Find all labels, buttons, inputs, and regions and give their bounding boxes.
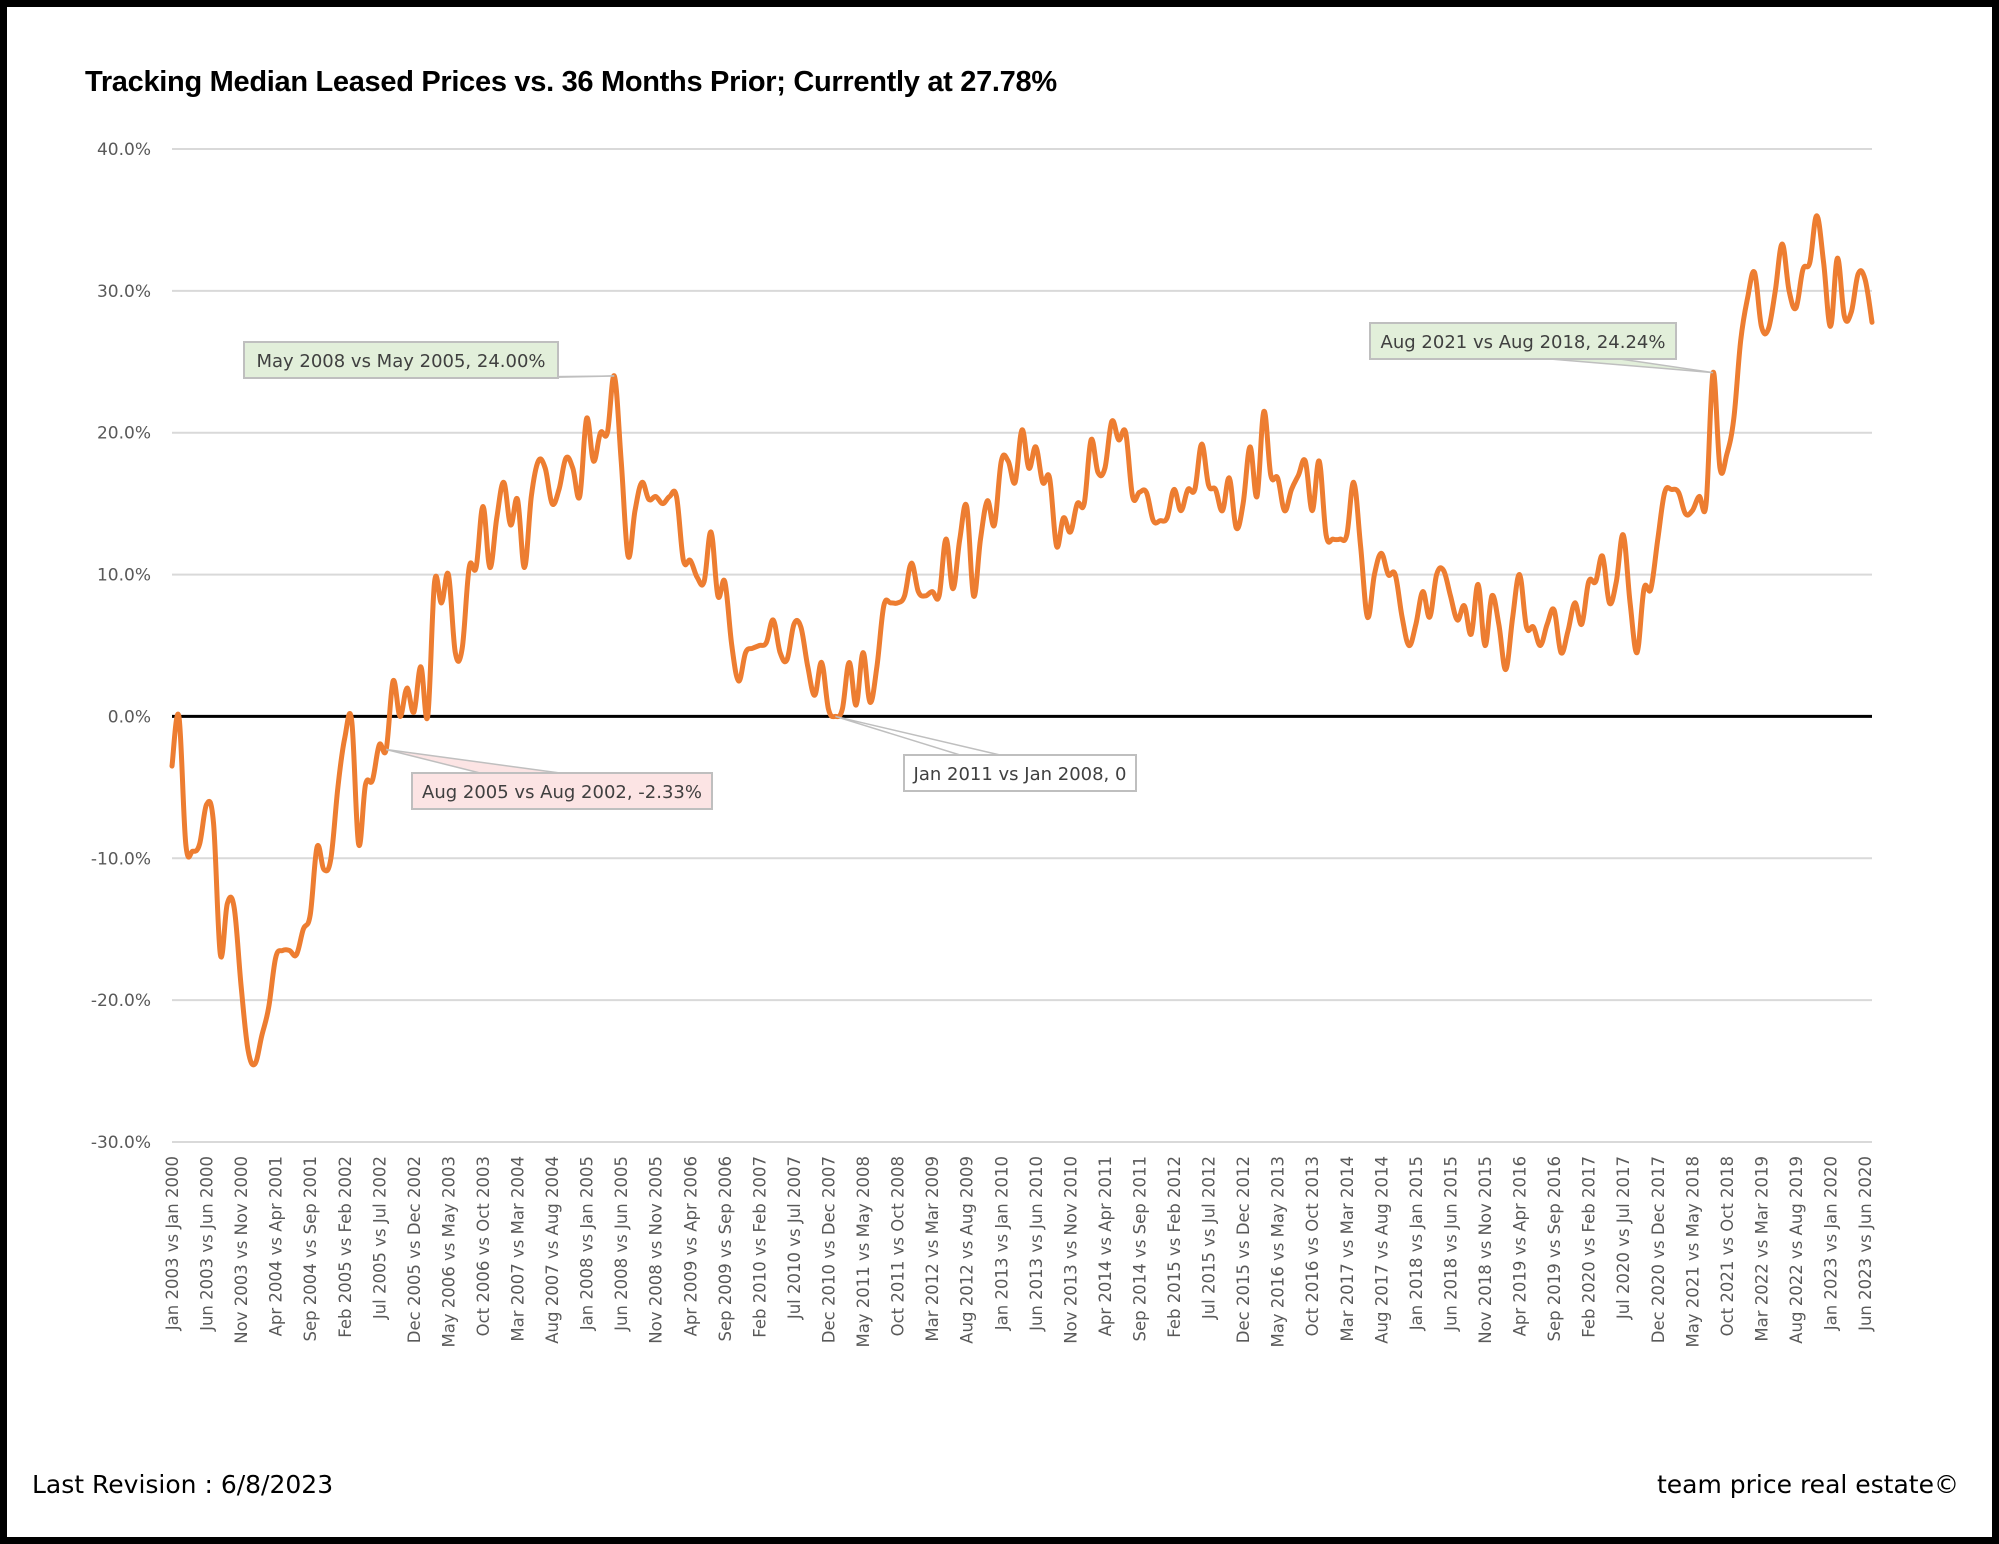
callout-pointer bbox=[835, 715, 1001, 756]
chart-title: Tracking Median Leased Prices vs. 36 Mon… bbox=[85, 66, 1057, 98]
x-tick-label: Jul 2005 vs Jul 2002 bbox=[370, 1156, 389, 1320]
x-tick-label: Mar 2022 vs Mar 2019 bbox=[1752, 1156, 1771, 1342]
x-tick-label: Dec 2010 vs Dec 2007 bbox=[820, 1156, 839, 1343]
x-tick-label: Aug 2012 vs Aug 2009 bbox=[958, 1156, 977, 1344]
x-tick-label: Sep 2019 vs Sep 2016 bbox=[1545, 1156, 1564, 1342]
callout-box bbox=[411, 772, 713, 810]
x-tick-label: Jul 2015 vs Jul 2012 bbox=[1200, 1156, 1219, 1320]
y-tick-label: 0.0% bbox=[108, 707, 151, 727]
annotation-callout: Jan 2011 vs Jan 2008, 0 bbox=[835, 715, 1137, 792]
x-tick-label: Jun 2013 vs Jun 2010 bbox=[1027, 1156, 1046, 1332]
x-tick-label: Mar 2017 vs Mar 2014 bbox=[1338, 1156, 1357, 1342]
annotation-label: Jan 2011 vs Jan 2008, 0 bbox=[913, 764, 1127, 785]
x-tick-label: Apr 2014 vs Apr 2011 bbox=[1096, 1156, 1115, 1336]
x-tick-label: Nov 2018 vs Nov 2015 bbox=[1476, 1156, 1495, 1344]
x-tick-label: Jan 2003 vs Jan 2000 bbox=[163, 1156, 182, 1331]
x-tick-label: Aug 2017 vs Aug 2014 bbox=[1372, 1156, 1391, 1344]
x-tick-label: Feb 2005 vs Feb 2002 bbox=[336, 1156, 355, 1338]
x-tick-label: Sep 2004 vs Sep 2001 bbox=[301, 1156, 320, 1342]
brand-text: team price real estate© bbox=[1656, 1470, 1959, 1499]
x-tick-label: Mar 2012 vs Mar 2009 bbox=[923, 1156, 942, 1342]
x-tick-label: Oct 2021 vs Oct 2018 bbox=[1718, 1156, 1737, 1336]
x-tick-label: Apr 2009 vs Apr 2006 bbox=[681, 1156, 700, 1336]
x-tick-label: May 2006 vs May 2003 bbox=[439, 1156, 458, 1348]
gridlines bbox=[172, 148, 1872, 1143]
x-tick-label: May 2011 vs May 2008 bbox=[854, 1156, 873, 1348]
x-tick-label: Jan 2018 vs Jan 2015 bbox=[1407, 1156, 1426, 1331]
x-tick-label: Apr 2019 vs Apr 2016 bbox=[1511, 1156, 1530, 1336]
x-tick-label: Nov 2008 vs Nov 2005 bbox=[647, 1156, 666, 1344]
x-tick-label: Nov 2013 vs Nov 2010 bbox=[1061, 1156, 1080, 1344]
annotations-group: May 2008 vs May 2005, 24.00% Aug 2005 vs … bbox=[243, 322, 1714, 810]
callout-box bbox=[903, 754, 1137, 792]
y-tick-label: -20.0% bbox=[91, 991, 151, 1011]
x-tick-label: Jan 2023 vs Jan 2020 bbox=[1822, 1156, 1841, 1331]
x-tick-label: Jun 2023 vs Jun 2020 bbox=[1856, 1156, 1875, 1332]
x-tick-label: Feb 2020 vs Feb 2017 bbox=[1580, 1156, 1599, 1338]
annotation-callout: Aug 2021 vs Aug 2018, 24.24% bbox=[1369, 322, 1714, 374]
y-tick-label: 20.0% bbox=[97, 424, 151, 444]
last-revision-text: Last Revision : 6/8/2023 bbox=[32, 1470, 334, 1499]
x-tick-label: Aug 2022 vs Aug 2019 bbox=[1787, 1156, 1806, 1344]
x-tick-label: Oct 2016 vs Oct 2013 bbox=[1303, 1156, 1322, 1336]
series-group bbox=[169, 213, 1875, 1068]
y-tick-label: 10.0% bbox=[97, 566, 151, 586]
x-tick-label: Dec 2005 vs Dec 2002 bbox=[405, 1156, 424, 1343]
annotation-callout: May 2008 vs May 2005, 24.00% bbox=[243, 341, 615, 379]
x-tick-label: Oct 2006 vs Oct 2003 bbox=[474, 1156, 493, 1336]
y-tick-label: -10.0% bbox=[91, 849, 151, 869]
x-tick-label: Jan 2013 vs Jan 2010 bbox=[992, 1156, 1011, 1331]
x-tick-label: Sep 2009 vs Sep 2006 bbox=[716, 1156, 735, 1342]
y-axis-tick-labels: 40.0% 30.0% 20.0% 10.0% 0.0% -10.0% -20.0% -30.… bbox=[91, 140, 151, 1153]
y-tick-label: 40.0% bbox=[97, 140, 151, 160]
x-tick-label: Jun 2003 vs Jun 2000 bbox=[198, 1156, 217, 1332]
x-tick-label: Apr 2004 vs Apr 2001 bbox=[267, 1156, 286, 1336]
x-tick-label: Jul 2020 vs Jul 2017 bbox=[1614, 1156, 1633, 1320]
annotation-label: Aug 2021 vs Aug 2018, 24.24% bbox=[1381, 332, 1666, 353]
annotation-label: Aug 2005 vs Aug 2002, -2.33% bbox=[422, 782, 702, 803]
x-tick-label: Dec 2015 vs Dec 2012 bbox=[1234, 1156, 1253, 1343]
x-axis-tick-labels: Jan 2003 vs Jan 2000 Jun 2003 vs Jun 2000… bbox=[163, 1156, 1875, 1348]
x-tick-label: Feb 2010 vs Feb 2007 bbox=[750, 1156, 769, 1338]
x-tick-label: Jun 2008 vs Jun 2005 bbox=[612, 1156, 631, 1332]
x-tick-label: May 2021 vs May 2018 bbox=[1683, 1156, 1702, 1348]
x-tick-label: Oct 2011 vs Oct 2008 bbox=[889, 1156, 908, 1336]
callout-pointer bbox=[1549, 358, 1714, 374]
x-tick-label: May 2016 vs May 2013 bbox=[1269, 1156, 1288, 1348]
y-tick-label: -30.0% bbox=[91, 1133, 151, 1153]
x-tick-label: Aug 2007 vs Aug 2004 bbox=[543, 1156, 562, 1344]
x-tick-label: Nov 2003 vs Nov 2000 bbox=[232, 1156, 251, 1344]
x-tick-label: Jan 2008 vs Jan 2005 bbox=[578, 1156, 597, 1331]
x-tick-label: Feb 2015 vs Feb 2012 bbox=[1165, 1156, 1184, 1338]
x-tick-label: Jun 2018 vs Jun 2015 bbox=[1441, 1156, 1460, 1332]
y-tick-label: 30.0% bbox=[97, 282, 151, 302]
annotation-callout: Aug 2005 vs Aug 2002, -2.33% bbox=[386, 748, 713, 810]
annotation-label: May 2008 vs May 2005, 24.00% bbox=[256, 351, 545, 372]
x-tick-label: Dec 2020 vs Dec 2017 bbox=[1649, 1156, 1668, 1343]
callout-box bbox=[243, 341, 559, 379]
series-line bbox=[169, 213, 1875, 1068]
x-tick-label: Sep 2014 vs Sep 2011 bbox=[1130, 1156, 1149, 1342]
x-tick-label: Jul 2010 vs Jul 2007 bbox=[785, 1156, 804, 1320]
callout-pointer bbox=[386, 748, 561, 774]
x-tick-label: Mar 2007 vs Mar 2004 bbox=[509, 1156, 528, 1342]
callout-box bbox=[1369, 322, 1677, 360]
